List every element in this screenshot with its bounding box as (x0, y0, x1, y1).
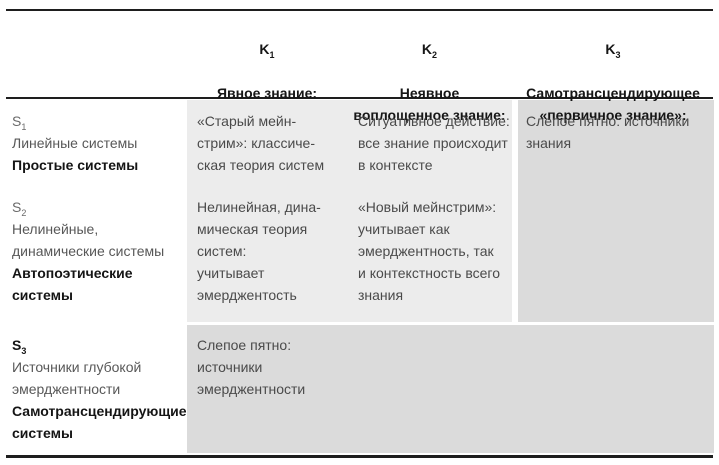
row-header-s3: S3 Источники глубокой эмерджентности Сам… (12, 334, 188, 444)
row-bold-label-s3: Самотрансцендирующие системы (12, 403, 187, 441)
row-header-s2: S2 Нелинейные, динамические системы Авто… (12, 196, 188, 306)
row-key-subscript: 3 (21, 345, 27, 356)
column-header-k3: K3 Самотрансцендирующее «первичное знани… (510, 16, 716, 148)
row-key-letter: S (12, 199, 22, 215)
row-key-s3: S3 (12, 334, 188, 356)
column-title-k1: Явное знание: (216, 85, 318, 101)
column-title-k2: Неявное воплощенное знание: (353, 85, 506, 123)
header-rule (6, 97, 713, 99)
column-key-letter: K (421, 41, 433, 57)
row-key-subscript: 1 (21, 121, 27, 132)
row-bold-label-s2: Автопоэтические системы (12, 265, 133, 303)
cell-shading-dark-k3 (518, 100, 714, 322)
row-key-s1: S1 (12, 110, 188, 132)
column-key-letter: K (259, 41, 270, 57)
row-key-letter: S (12, 337, 22, 353)
row-description-s2: Нелинейные, динамические системы (12, 221, 165, 259)
column-key-k2: K2 (342, 38, 517, 60)
row-key-s2: S2 (12, 196, 188, 218)
cell-s2-k1: Нелинейная, дина- мическая теория систем… (197, 199, 321, 303)
cell-s1-k3: Слепое пятно: источники знания (526, 113, 690, 151)
cell-s1-k1: «Старый мейн- стрим»: классиче- ская тео… (197, 113, 325, 173)
top-rule (6, 9, 713, 11)
row-bold-label-s1: Простые системы (12, 157, 139, 173)
row-header-s1: S1 Линейные системы Простые системы (12, 110, 188, 176)
bottom-rule (6, 455, 713, 458)
cell-shading-light-k1-k2 (187, 100, 512, 322)
column-key-subscript: 2 (432, 49, 438, 60)
row-key-subscript: 2 (21, 207, 27, 218)
column-key-subscript: 3 (615, 49, 621, 60)
cell-shading-dark-s3-band (187, 325, 714, 453)
column-key-subscript: 1 (269, 49, 275, 60)
cell-s2-k2: «Новый мейнстрим»: учитывает как эмердже… (358, 199, 501, 303)
row-description-s1: Линейные системы (12, 135, 138, 151)
cell-s3-k1: Слепое пятно: источники эмерджентности (197, 337, 306, 397)
column-key-letter: K (605, 41, 616, 57)
row-description-s3: Источники глубокой эмерджентности (12, 359, 142, 397)
column-key-k1: K1 (187, 38, 347, 60)
column-header-k1: K1 Явное знание: (187, 16, 347, 126)
column-header-k2: K2 Неявное воплощенное знание: (342, 16, 517, 148)
column-title-k3: Самотрансцендирующее «первичное знание»: (526, 85, 700, 123)
cell-s1-k2: Ситуативное действие: все знание происхо… (358, 113, 510, 173)
column-key-k3: K3 (510, 38, 716, 60)
row-key-letter: S (12, 113, 22, 129)
